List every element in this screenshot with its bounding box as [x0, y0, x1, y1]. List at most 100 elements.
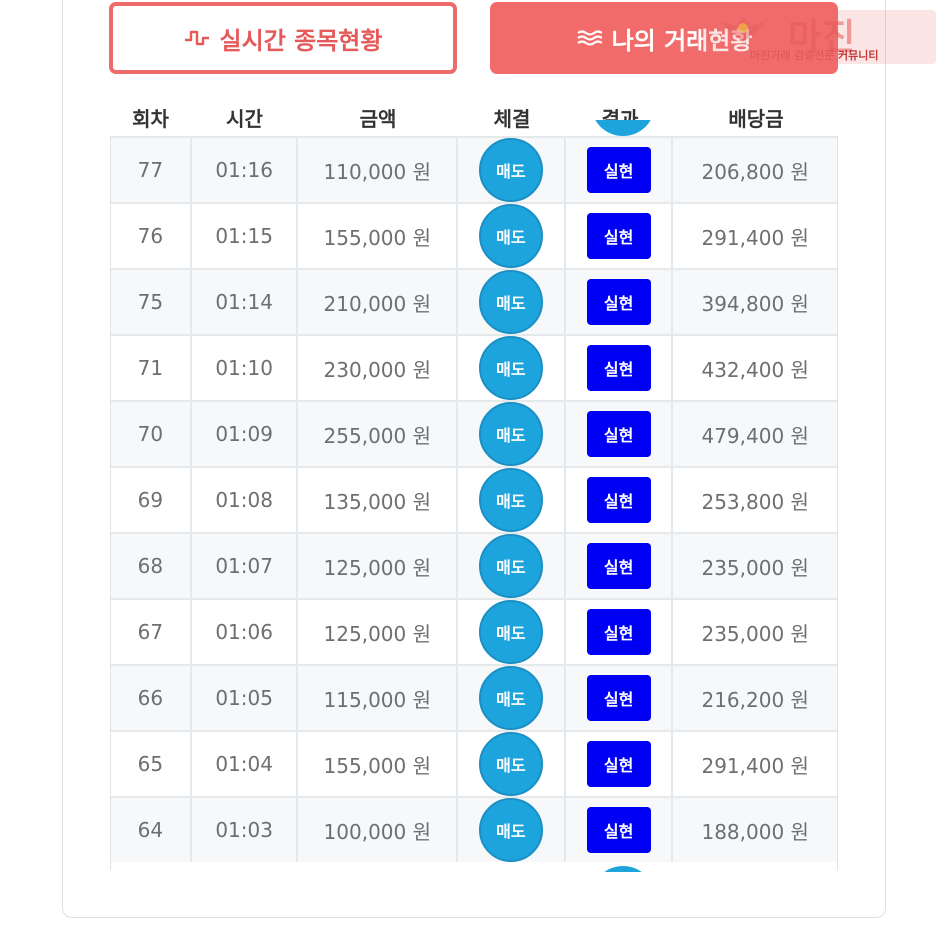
cell-result: 실현	[566, 798, 674, 862]
cell-round: 71	[111, 336, 192, 400]
cell-amount: 155,000 원	[298, 732, 459, 796]
result-badge: 실현	[586, 807, 651, 853]
my-trades-button-label: 나의 거래현황	[611, 26, 753, 55]
result-badge: 실현	[586, 147, 651, 193]
cell-payout: 394,800 원	[701, 291, 809, 316]
cell-round: 65	[111, 732, 192, 796]
cell-round: 69	[111, 468, 192, 532]
execution-badge: 매도	[478, 666, 543, 730]
cell-time: 01:16	[192, 138, 299, 202]
table-row: 65 01:04 155,000 원 매도 실현 291,400 원	[111, 730, 837, 796]
cell-payout: 479,400 원	[701, 423, 809, 448]
cell-amount: 115,000 원	[298, 666, 459, 730]
cell-execution: 매도	[458, 468, 566, 532]
cell-time: 01:09	[192, 402, 299, 466]
table-row: 64 01:03 100,000 원 매도 실현 188,000 원	[111, 796, 837, 862]
cell-result: 실현	[566, 270, 674, 334]
cell-time: 01:10	[192, 336, 299, 400]
cell-round: 77	[111, 138, 192, 202]
cell-result: 실현	[566, 138, 674, 202]
result-badge: 실현	[586, 543, 651, 589]
cell-execution: 매도	[458, 732, 566, 796]
result-badge: 실현	[586, 411, 651, 457]
result-badge: 실현	[586, 609, 651, 655]
cell-time: 01:07	[192, 534, 299, 598]
cell-amount: 135,000 원	[298, 468, 459, 532]
cell-time: 01:05	[192, 666, 299, 730]
execution-badge: 매도	[478, 732, 543, 796]
triple-wave-icon	[576, 30, 602, 46]
execution-badge: 매도	[478, 402, 543, 466]
cell-payout: 188,000 원	[701, 819, 809, 844]
table-row: 77 01:16 110,000 원 매도 실현 206,800 원	[111, 136, 837, 202]
result-badge: 실현	[586, 213, 651, 259]
cell-round: 75	[111, 270, 192, 334]
cell-payout: 253,800 원	[701, 489, 809, 514]
cell-time: 01:06	[192, 600, 299, 664]
watermark-brand: 마진	[788, 17, 857, 58]
cell-amount: 125,000 원	[298, 600, 459, 664]
result-badge: 실현	[586, 675, 651, 721]
cell-time: 01:08	[192, 468, 299, 532]
header-round: 회차	[132, 106, 169, 131]
wing-emblem-icon	[718, 16, 768, 42]
table-row: 68 01:07 125,000 원 매도 실현 235,000 원	[111, 532, 837, 598]
execution-badge: 매도	[478, 270, 543, 334]
cell-result: 실현	[566, 402, 674, 466]
cell-payout: 206,800 원	[701, 159, 809, 184]
cell-amount: 230,000 원	[298, 336, 459, 400]
execution-badge: 매도	[478, 468, 543, 532]
cell-time: 01:15	[192, 204, 299, 268]
execution-badge: 매도	[478, 600, 543, 664]
header-execution: 체결	[493, 106, 531, 131]
cell-execution: 매도	[458, 336, 566, 400]
cell-result: 실현	[566, 600, 674, 664]
table-row: 70 01:09 255,000 원 매도 실현 479,400 원	[111, 400, 837, 466]
cell-round: 70	[111, 402, 192, 466]
cell-payout: 291,400 원	[701, 225, 809, 250]
cell-result: 실현	[566, 336, 674, 400]
realtime-button-label: 실시간 종목현황	[219, 26, 383, 55]
cell-time: 01:14	[192, 270, 299, 334]
watermark-logo: 마진 마진거래 검증전문 커뮤니티	[702, 10, 936, 64]
table-row: 67 01:06 125,000 원 매도 실현 235,000 원	[111, 598, 837, 664]
cell-amount: 125,000 원	[298, 534, 459, 598]
table-row: 69 01:08 135,000 원 매도 실현 253,800 원	[111, 466, 837, 532]
cell-amount: 210,000 원	[298, 270, 459, 334]
execution-badge: 매도	[478, 336, 543, 400]
cell-payout: 432,400 원	[701, 357, 809, 382]
table-row: 71 01:10 230,000 원 매도 실현 432,400 원	[111, 334, 837, 400]
cell-time: 01:03	[192, 798, 299, 862]
cell-round: 68	[111, 534, 192, 598]
cell-execution: 매도	[458, 138, 566, 202]
realtime-stock-status-button[interactable]: 실시간 종목현황	[109, 2, 457, 74]
cell-result: 실현	[566, 204, 674, 268]
cell-amount: 255,000 원	[298, 402, 459, 466]
result-badge: 실현	[586, 279, 651, 325]
cell-execution: 매도	[458, 798, 566, 862]
cell-amount: 100,000 원	[298, 798, 459, 862]
cell-round: 64	[111, 798, 192, 862]
execution-badge: 매도	[478, 798, 543, 862]
table-header: 회차 시간 금액 체결 결과 배당금	[110, 100, 838, 134]
cell-time: 01:04	[192, 732, 299, 796]
cell-round: 67	[111, 600, 192, 664]
watermark-subtitle: 마진거래 검증전문 커뮤니티	[750, 49, 879, 62]
table-row: 76 01:15 155,000 원 매도 실현 291,400 원	[111, 202, 837, 268]
cell-result: 실현	[566, 666, 674, 730]
cell-execution: 매도	[458, 204, 566, 268]
result-badge: 실현	[586, 741, 651, 787]
my-trade-status-button[interactable]: 나의 거래현황	[490, 2, 838, 74]
cell-result: 실현	[566, 534, 674, 598]
result-badge: 실현	[586, 345, 651, 391]
cell-execution: 매도	[458, 666, 566, 730]
cell-execution: 매도	[458, 600, 566, 664]
table-row: 66 01:05 115,000 원 매도 실현 216,200 원	[111, 664, 837, 730]
header-payout: 배당금	[728, 106, 784, 131]
cell-payout: 235,000 원	[701, 621, 809, 646]
header-time: 시간	[226, 106, 263, 131]
cell-execution: 매도	[458, 402, 566, 466]
trade-table-body[interactable]: 77 01:16 110,000 원 매도 실현 206,800 원 76 01:15 155,…	[110, 136, 838, 870]
cell-execution: 매도	[458, 270, 566, 334]
header-amount: 금액	[359, 106, 397, 131]
